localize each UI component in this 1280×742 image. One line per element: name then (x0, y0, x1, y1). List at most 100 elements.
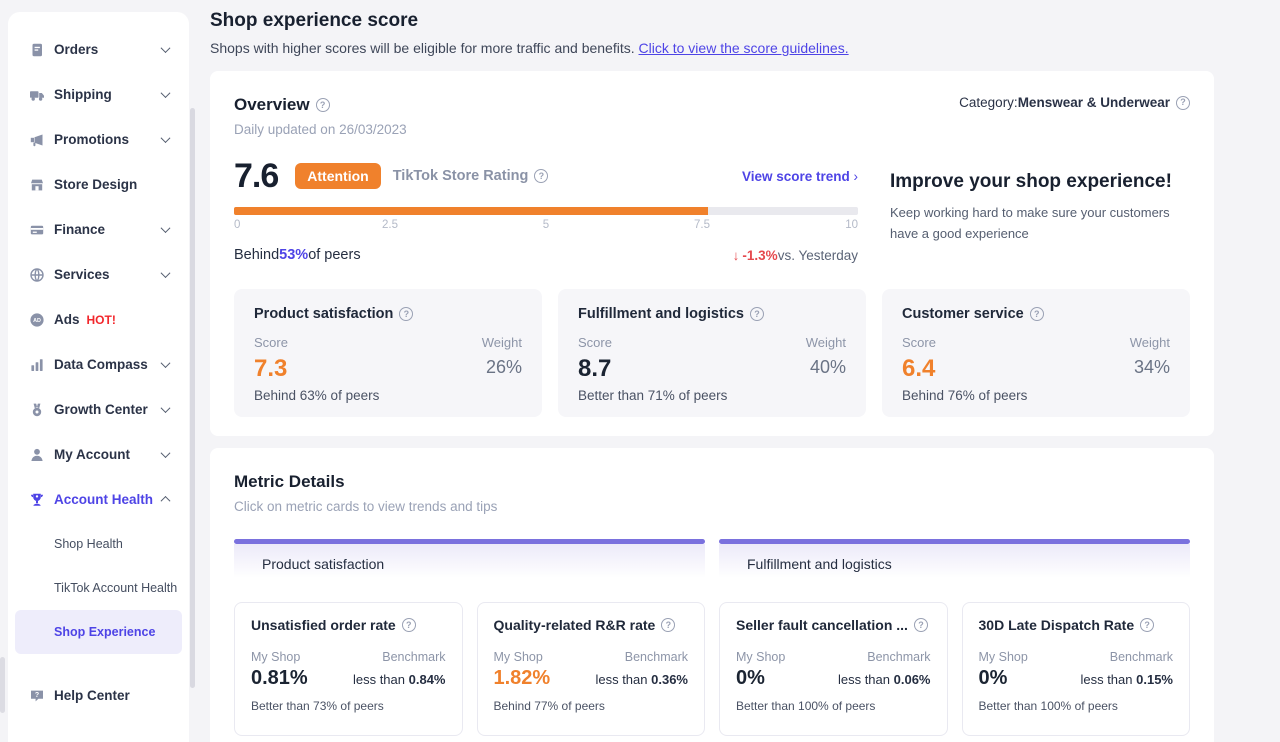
sidebar-item-ads[interactable]: AD Ads HOT! (8, 297, 189, 342)
summary-card-title: Product satisfaction (254, 306, 394, 322)
sidebar-item-promotions[interactable]: Promotions (8, 117, 189, 162)
delta-suffix: vs. Yesterday (777, 247, 858, 263)
metric-card-30d-late-dispatch[interactable]: 30D Late Dispatch Rate My ShopBenchmark … (961, 602, 1190, 736)
arrow-down-icon: ↓ (732, 247, 740, 263)
tab-accent-bar (234, 539, 705, 544)
page-subtitle: Shops with higher scores will be eligibl… (210, 40, 1214, 56)
help-circle-icon[interactable] (1029, 307, 1044, 321)
page-scrollbar[interactable] (0, 657, 5, 713)
benchmark-value: less than 0.36% (595, 672, 688, 687)
chevron-down-icon (160, 133, 171, 144)
sidebar-item-account-health[interactable]: Account Health (8, 477, 189, 522)
sidebar-item-data-compass[interactable]: Data Compass (8, 342, 189, 387)
metric-cards-row: Unsatisfied order rate My ShopBenchmark … (234, 602, 1190, 736)
sidebar-item-my-account[interactable]: My Account (8, 432, 189, 477)
summary-score: 8.7 (578, 355, 612, 382)
chevron-down-icon (160, 223, 171, 234)
sidebar-item-label: Finance (54, 222, 106, 237)
score-label: Score (578, 335, 612, 350)
sidebar-item-shop-health[interactable]: Shop Health (54, 537, 123, 551)
tab-product-satisfaction[interactable]: Product satisfaction (234, 539, 705, 582)
sidebar-scrollbar[interactable] (190, 108, 195, 688)
tab-fulfillment-logistics[interactable]: Fulfillment and logistics (719, 539, 1190, 582)
metric-peers: Better than 100% of peers (736, 699, 876, 713)
overview-body: 7.6 Attention TikTok Store Rating View s… (234, 155, 1190, 263)
overview-help-icon[interactable] (315, 98, 330, 112)
summary-cards-row: Product satisfaction Score 7.3 Behind 63… (234, 289, 1190, 417)
summary-card-fulfillment: Fulfillment and logistics Score 8.7 Bett… (558, 289, 866, 417)
category-value: Menswear & Underwear (1017, 95, 1170, 110)
metric-group-tabs: Product satisfaction Fulfillment and log… (234, 539, 1190, 582)
metric-card-quality-rr-rate[interactable]: Quality-related R&R rate My Shop Benchmar… (476, 602, 705, 736)
score-column: 7.6 Attention TikTok Store Rating View s… (234, 155, 858, 263)
sidebar-item-label: Account Health (54, 492, 154, 507)
my-shop-label: My Shop (736, 650, 786, 664)
shipping-icon (28, 86, 45, 103)
sidebar-item-tiktok-account-health[interactable]: TikTok Account Health (54, 581, 178, 595)
view-score-trend-link[interactable]: View score trend (742, 169, 858, 184)
rating-help-icon[interactable] (534, 169, 549, 183)
metric-card-title: 30D Late Dispatch Rate (978, 617, 1135, 633)
chevron-down-icon (160, 88, 171, 99)
sidebar-item-help-center[interactable]: ? Help Center (8, 673, 189, 718)
summary-card-product-satisfaction: Product satisfaction Score 7.3 Behind 63… (234, 289, 542, 417)
help-circle-icon[interactable] (913, 618, 928, 632)
scale-tick: 2.5 (382, 219, 398, 231)
benchmark-label: Benchmark (867, 650, 931, 664)
sidebar-item-label: Services (54, 267, 110, 282)
summary-score: 7.3 (254, 355, 288, 382)
finance-icon (28, 221, 45, 238)
help-circle-icon[interactable] (661, 618, 676, 632)
sidebar-item-label: Ads (54, 312, 80, 327)
metric-peers: Better than 73% of peers (251, 699, 384, 713)
data-compass-icon (28, 356, 45, 373)
sidebar-item-store-design[interactable]: Store Design (8, 162, 189, 207)
category-help-icon[interactable] (1176, 95, 1190, 110)
summary-peers: Better than 71% of peers (578, 388, 728, 403)
overview-title-row: Overview (234, 95, 407, 115)
score-progress-track (234, 207, 858, 215)
score-label: Score (254, 335, 288, 350)
sidebar-item-finance[interactable]: Finance (8, 207, 189, 252)
score-label: Score (902, 335, 936, 350)
overview-updated: Daily updated on 26/03/2023 (234, 122, 407, 137)
sidebar-item-label: Store Design (54, 177, 138, 192)
ads-icon: AD (28, 311, 45, 328)
sidebar-item-shipping[interactable]: Shipping (8, 72, 189, 117)
scale-tick: 7.5 (694, 219, 710, 231)
main-content: Shop experience score Shops with higher … (210, 0, 1214, 742)
weight-label: Weight (805, 335, 846, 350)
category-row: Category: Menswear & Underwear (959, 95, 1190, 110)
help-circle-icon[interactable] (1140, 618, 1155, 632)
help-circle-icon[interactable] (401, 618, 416, 632)
score-guidelines-link[interactable]: Click to view the score guidelines. (638, 40, 849, 56)
sidebar-item-services[interactable]: Services (8, 252, 189, 297)
my-account-icon (28, 446, 45, 463)
metric-card-unsatisfied-order-rate[interactable]: Unsatisfied order rate My ShopBenchmark … (234, 602, 463, 736)
scale-tick: 10 (845, 219, 858, 231)
help-circle-icon[interactable] (399, 307, 414, 321)
peers-value: 53% (279, 247, 309, 263)
sidebar-item-shop-experience[interactable]: Shop Experience (15, 610, 182, 654)
peers-row: Behind 53% of peers ↓ -1.3% vs. Yesterda… (234, 247, 858, 263)
promotions-icon (28, 131, 45, 148)
sidebar-item-orders[interactable]: Orders (8, 27, 189, 72)
tab-accent-bar (719, 539, 1190, 544)
account-health-icon (28, 491, 45, 508)
scale-tick: 5 (542, 219, 550, 231)
summary-peers: Behind 76% of peers (902, 388, 1028, 403)
metric-card-seller-fault-cancellation[interactable]: Seller fault cancellation ... My Shop Ben… (719, 602, 948, 736)
metric-peers: Better than 100% of peers (978, 699, 1118, 713)
growth-center-icon (28, 401, 45, 418)
page-title: Shop experience score (210, 10, 419, 31)
help-circle-icon[interactable] (749, 307, 764, 321)
metric-card-title: Quality-related R&R rate (493, 617, 656, 633)
store-design-icon (28, 176, 45, 193)
sidebar-item-growth-center[interactable]: Growth Center (8, 387, 189, 432)
summary-card-customer-service: Customer service Score 6.4 Behind 76% of… (882, 289, 1190, 417)
sidebar-item-label: Promotions (54, 132, 130, 147)
metric-details-card: Metric Details Click on metric cards to … (210, 448, 1214, 742)
summary-weight: 40% (809, 357, 846, 377)
help-icon: ? (28, 687, 45, 704)
my-shop-value: 1.82% (493, 667, 551, 689)
